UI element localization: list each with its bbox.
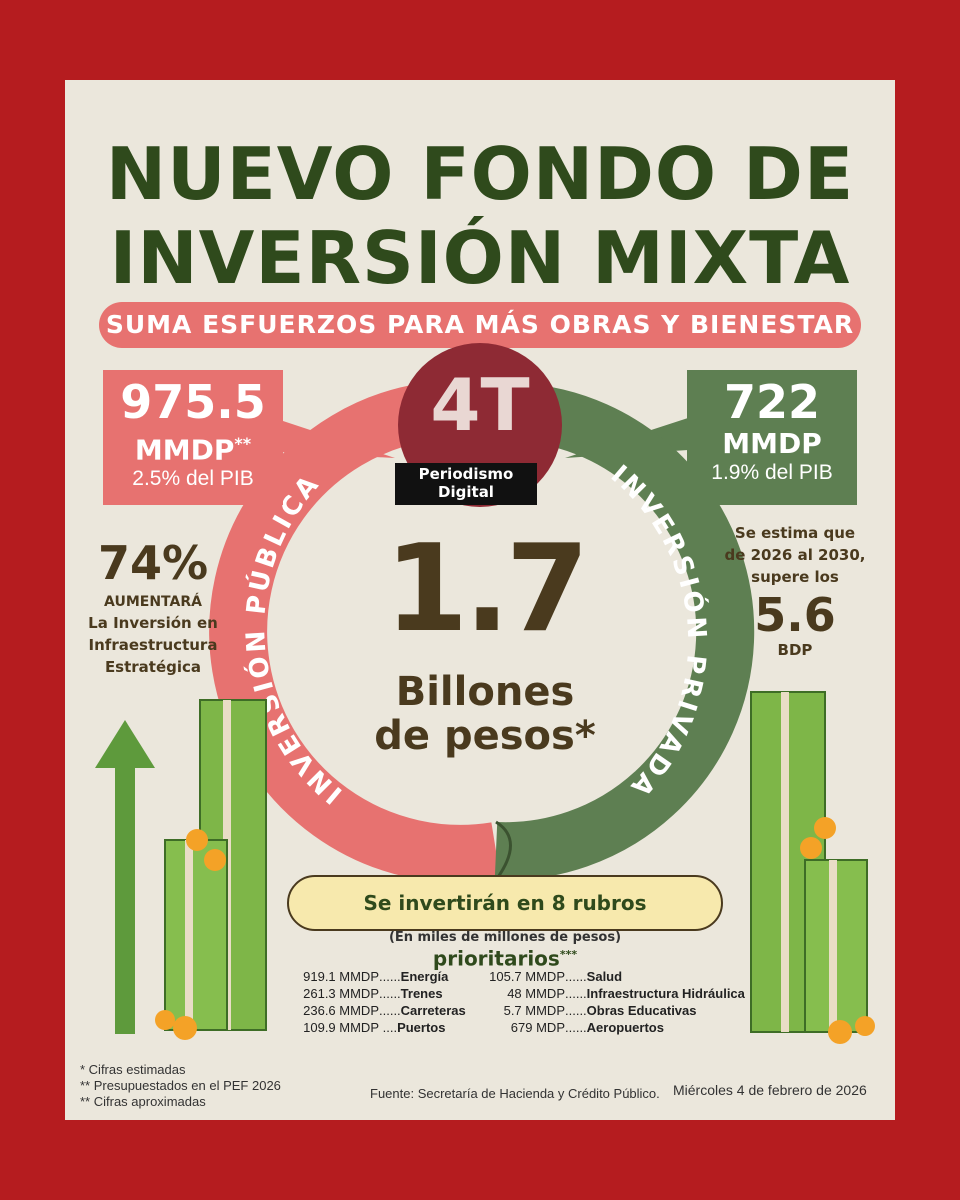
total-word-1: Billones — [395, 669, 575, 715]
right-stat-line-3: supere los — [751, 568, 839, 586]
right-stat-line-1: Se estima que — [734, 524, 856, 542]
footnote-3: ** Cifras aproximadas — [80, 1094, 206, 1109]
privada-box: 722 MMDP 1.9% del PIB — [687, 370, 857, 505]
rubros-left-list: 919.1 MMDP......Energía 261.3 MMDP......T… — [295, 968, 466, 1036]
privada-pib: 1.9% del PIB — [711, 461, 833, 484]
rubro-right-dots: ...... — [565, 986, 587, 1001]
logo-line-1: Periodismo — [418, 465, 514, 483]
rubro-right-name: Obras Educativas — [586, 1003, 697, 1018]
growth-arrow-head — [95, 720, 155, 768]
left-stat-line-4: Estratégica — [104, 658, 202, 676]
total-word-2: de pesos* — [374, 713, 596, 759]
publica-unit: MMDP — [134, 433, 235, 467]
left-stat-percent: 74% — [97, 536, 209, 590]
infographic-panel: NUEVO FONDO DE INVERSIÓN MIXTA SUMA ESFU… — [65, 80, 895, 1120]
rubro-left-name: Trenes — [400, 986, 443, 1001]
rubro-left-dots: ...... — [379, 969, 401, 984]
rubro-left-dots: ...... — [379, 986, 401, 1001]
left-stat-line-1: AUMENTARÁ — [104, 594, 202, 610]
privada-amount: 722 — [723, 375, 821, 429]
rubro-left-value: 236.6 MMDP — [303, 1003, 379, 1018]
privada-unit: MMDP — [722, 427, 822, 460]
publica-unit-line: MMDP** — [103, 428, 283, 466]
publica-pib: 2.5% del PIB — [132, 467, 254, 491]
left-stat-line-3: Infraestructura — [88, 636, 218, 654]
rubro-left-item: 261.3 MMDP......Trenes — [295, 985, 466, 1002]
rubro-left-dots: ...... — [379, 1003, 401, 1018]
rubro-left-item: 919.1 MMDP......Energía — [295, 968, 466, 985]
footnote-2: ** Presupuestados en el PEF 2026 — [80, 1078, 281, 1093]
rubro-right-item: 679 MDP......Aeropuertos — [475, 1019, 745, 1036]
rubro-right-item: 105.7 MMDP......Salud — [475, 968, 745, 985]
rubro-left-name: Energía — [400, 969, 449, 984]
rubro-left-item: 109.9 MMDP ....Puertos — [295, 1019, 466, 1036]
rubro-left-dots: .... — [379, 1020, 398, 1035]
publica-arc — [209, 383, 501, 883]
rubro-left-item: 236.6 MMDP......Carreteras — [295, 1002, 466, 1019]
logo-line-2: Digital — [438, 483, 494, 501]
footnote-1: * Cifras estimadas — [80, 1062, 186, 1077]
right-stat-unit: BDP — [777, 641, 813, 659]
logo-mark: 4T — [430, 363, 530, 447]
rubro-right-value: 105.7 MMDP — [489, 969, 565, 984]
total-value: 1.7 — [384, 520, 590, 659]
rubros-subheading: (En miles de millones de pesos) — [388, 930, 622, 945]
rubro-right-dots: ...... — [565, 969, 587, 984]
title-line-2: INVERSIÓN MIXTA — [109, 216, 851, 300]
logo-bar — [395, 463, 537, 505]
rubro-left-name: Carreteras — [400, 1003, 466, 1018]
rubro-right-name: Infraestructura Hidráulica — [586, 986, 745, 1001]
rubro-right-name: Salud — [586, 969, 623, 984]
rubros-right-list: 105.7 MMDP......Salud 48 MMDP......Infrae… — [475, 968, 745, 1036]
rubro-right-value: 48 MMDP — [507, 986, 565, 1001]
rubro-right-value: 679 MDP — [510, 1020, 565, 1035]
rubros-heading-mark: *** — [559, 948, 578, 961]
privada-arc — [494, 383, 755, 881]
ring-graphic: INVERSIÓN PÚBLICA INVERSIÓN PRIVADA — [95, 343, 875, 1044]
rubro-left-value: 109.9 MMDP — [303, 1020, 379, 1035]
rubro-right-name: Aeropuertos — [586, 1020, 664, 1035]
right-stat-value: 5.6 — [754, 588, 836, 642]
publica-box: 975.5 MMDP** 2.5% del PIB — [103, 370, 283, 505]
rubro-right-dots: ...... — [565, 1020, 587, 1035]
left-stat-line-2: La Inversión en — [88, 614, 218, 632]
publica-unit-mark: ** — [234, 434, 252, 453]
date: Miércoles 4 de febrero de 2026 — [673, 1082, 867, 1098]
rubro-right-item: 48 MMDP......Infraestructura Hidráulica — [475, 985, 745, 1002]
money-stack-right — [750, 691, 875, 1044]
title-line-1: NUEVO FONDO DE — [105, 132, 855, 216]
rubros-heading-text: Se invertirán en 8 rubros prioritarios — [363, 891, 647, 971]
money-stack-left — [155, 699, 267, 1040]
rubro-right-item: 5.7 MMDP......Obras Educativas — [475, 1002, 745, 1019]
right-stat-line-2: de 2026 al 2030, — [724, 546, 866, 564]
rubro-right-dots: ...... — [565, 1003, 587, 1018]
growth-arrow-shaft — [115, 766, 135, 1034]
source: Fuente: Secretaría de Hacienda y Crédito… — [370, 1086, 660, 1101]
rubro-right-value: 5.7 MMDP — [503, 1003, 565, 1018]
rubro-left-name: Puertos — [397, 1020, 446, 1035]
publica-amount: 975.5 — [120, 375, 266, 429]
rubro-left-value: 919.1 MMDP — [303, 969, 379, 984]
arc-seam — [494, 820, 512, 881]
rubros-heading: Se invertirán en 8 rubros prioritarios**… — [287, 875, 723, 971]
rubro-left-value: 261.3 MMDP — [303, 986, 379, 1001]
subtitle-banner: SUMA ESFUERZOS PARA MÁS OBRAS Y BIENESTA… — [99, 302, 861, 348]
